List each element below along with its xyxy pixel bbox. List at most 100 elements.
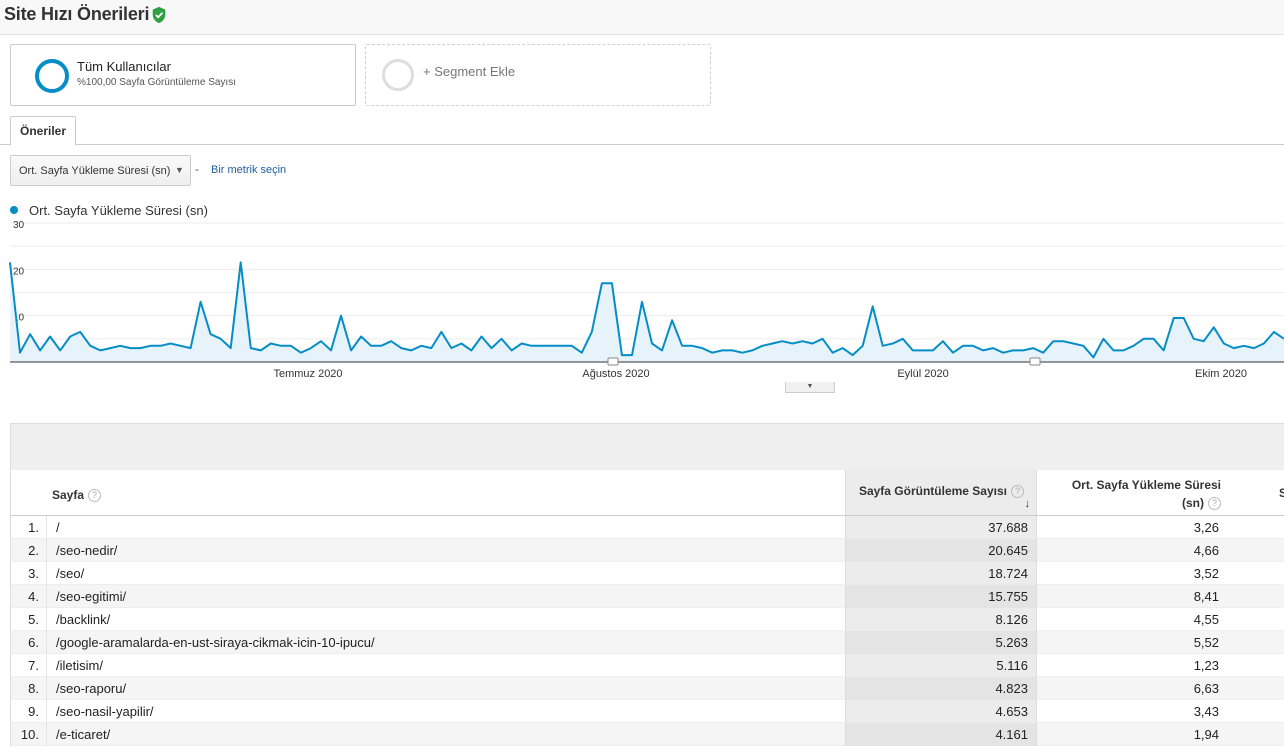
y-tick-label: 20 [13, 266, 25, 277]
segment-ring-icon [35, 59, 69, 93]
x-tick-label: Ağustos 2020 [582, 368, 649, 380]
chart-expand-handle[interactable]: ▼ [785, 382, 835, 393]
help-icon[interactable]: ? [1011, 485, 1024, 499]
views-value: 5.116 [996, 658, 1028, 673]
help-icon[interactable]: ? [88, 489, 102, 503]
views-value: 15.755 [988, 589, 1028, 604]
page-path-link[interactable]: / [56, 520, 60, 535]
load-time-value: 3,43 [1193, 704, 1219, 719]
y-tick-label: 30 [13, 220, 25, 231]
table-row: 1. / 37.688 3,26 [10, 516, 1284, 539]
line-chart: 30 20 10 Temmuz 2020 Ağustos 2020 Eylül 2020 E… [9, 220, 1284, 380]
segment-name: Tüm Kullanıcılar [77, 59, 171, 74]
metric-dropdown-value: Ort. Sayfa Yükleme Süresi (sn) [19, 165, 171, 177]
page-path-link[interactable]: /backlink/ [56, 612, 111, 627]
row-number: 2. [28, 543, 39, 558]
series-area [10, 262, 1284, 362]
load-time-value: 4,55 [1193, 612, 1219, 627]
chevron-down-icon: ▼ [175, 165, 184, 175]
table-row: 5. /backlink/8.126 4,55 [10, 608, 1284, 631]
cell-divider [46, 516, 47, 539]
page-path-link[interactable]: /seo-egitimi/ [56, 589, 127, 604]
x-tick-label: Ekim 2020 [1195, 368, 1247, 380]
annotation-icon[interactable] [1029, 357, 1041, 366]
y-tick-label: 10 [13, 313, 25, 324]
table-row: 7. /iletisim/5.116 1,23 [10, 654, 1284, 677]
page-path-link[interactable]: /seo/ [56, 566, 85, 581]
load-time-value: 1,94 [1193, 727, 1219, 742]
column-header-truncated: S [1279, 486, 1284, 500]
page-path-link[interactable]: /seo-raporu/ [56, 681, 127, 696]
row-number: 3. [28, 566, 39, 581]
load-time-value: 6,63 [1193, 681, 1219, 696]
select-metric-link[interactable]: Bir metrik seçin [211, 164, 287, 176]
column-header-load-time[interactable]: Ort. Sayfa Yükleme Süresi (sn)? [1071, 478, 1221, 511]
page-header: Site Hızı Önerileri [0, 0, 1284, 35]
table-row: 6. /google-aramalarda-en-ust-siraya-cikma… [10, 631, 1284, 654]
legend-label: Ort. Sayfa Yükleme Süresi (sn) [29, 203, 208, 218]
legend-marker [10, 206, 18, 214]
column-header-page[interactable]: Sayfa? [52, 488, 102, 503]
sort-arrow-icon: ↓ [1024, 498, 1031, 510]
row-number: 10. [20, 727, 39, 742]
column-header-views[interactable]: Sayfa Görüntüleme Sayısı? ↓ [845, 470, 1037, 515]
row-number: 9. [28, 704, 39, 719]
views-cell: 15.755 [845, 585, 1037, 608]
views-value: 4.161 [995, 727, 1028, 742]
page-path-link[interactable]: /e-ticaret/ [56, 727, 111, 742]
views-cell: 4.653 [845, 700, 1037, 723]
load-time-value: 3,26 [1193, 520, 1219, 535]
load-time-value: 1,23 [1193, 658, 1219, 673]
row-number: 5. [28, 612, 39, 627]
annotation-icon[interactable] [607, 357, 619, 366]
row-number: 7. [28, 658, 39, 673]
table-row: 4. /seo-egitimi/15.755 8,41 [10, 585, 1284, 608]
cell-divider [46, 631, 47, 654]
views-value: 5.263 [995, 635, 1028, 650]
x-tick-label: Temmuz 2020 [273, 368, 342, 380]
shield-check-icon [152, 6, 166, 24]
views-value: 18.724 [988, 566, 1028, 581]
views-cell: 8.126 [845, 608, 1037, 631]
tab-suggestions[interactable]: Öneriler [10, 116, 76, 146]
row-number: 1. [28, 520, 39, 535]
load-time-value: 4,66 [1193, 543, 1219, 558]
row-number: 6. [28, 635, 39, 650]
cell-divider [46, 723, 47, 746]
table-row: 10. /e-ticaret/4.161 1,94 [10, 723, 1284, 746]
segment-placeholder-icon [382, 59, 414, 91]
views-value: 8.126 [995, 612, 1028, 627]
help-icon[interactable]: ? [1208, 497, 1221, 511]
metric-dropdown[interactable]: Ort. Sayfa Yükleme Süresi (sn) ▼ [10, 155, 191, 186]
table-row: 3. /seo/18.724 3,52 [10, 562, 1284, 585]
cell-divider [46, 539, 47, 562]
cell-divider [46, 608, 47, 631]
x-tick-label: Eylül 2020 [897, 368, 948, 380]
views-value: 20.645 [988, 543, 1028, 558]
views-value: 4.653 [995, 704, 1028, 719]
table-row: 2. /seo-nedir/20.645 4,66 [10, 539, 1284, 562]
cell-divider [46, 654, 47, 677]
page-path-link[interactable]: /google-aramalarda-en-ust-siraya-cikmak-… [56, 635, 375, 650]
views-value: 4.823 [995, 681, 1028, 696]
page-path-link[interactable]: /seo-nasil-yapilir/ [56, 704, 154, 719]
page-path-link[interactable]: /seo-nedir/ [56, 543, 118, 558]
views-cell: 5.116 [845, 654, 1037, 677]
page-title: Site Hızı Önerileri [4, 4, 150, 24]
segment-card-all-users[interactable]: Tüm Kullanıcılar %100,00 Sayfa Görüntüle… [10, 44, 356, 106]
add-segment-button[interactable]: + Segment Ekle [365, 44, 711, 106]
segment-subtitle: %100,00 Sayfa Görüntüleme Sayısı [77, 77, 236, 88]
table-row: 9. /seo-nasil-yapilir/4.653 3,43 [10, 700, 1284, 723]
tabs-divider [0, 144, 1284, 145]
views-cell: 4.161 [845, 723, 1037, 746]
cell-divider [46, 677, 47, 700]
add-segment-label: + Segment Ekle [423, 64, 516, 79]
page-path-link[interactable]: /iletisim/ [56, 658, 103, 673]
metric-separator: - [195, 162, 199, 176]
cell-divider [46, 562, 47, 585]
row-number: 4. [28, 589, 39, 604]
table-header: Sayfa? Sayfa Görüntüleme Sayısı? ↓ Ort. … [10, 470, 1284, 516]
table-toolbar [10, 423, 1284, 472]
views-cell: 4.823 [845, 677, 1037, 700]
cell-divider [46, 585, 47, 608]
